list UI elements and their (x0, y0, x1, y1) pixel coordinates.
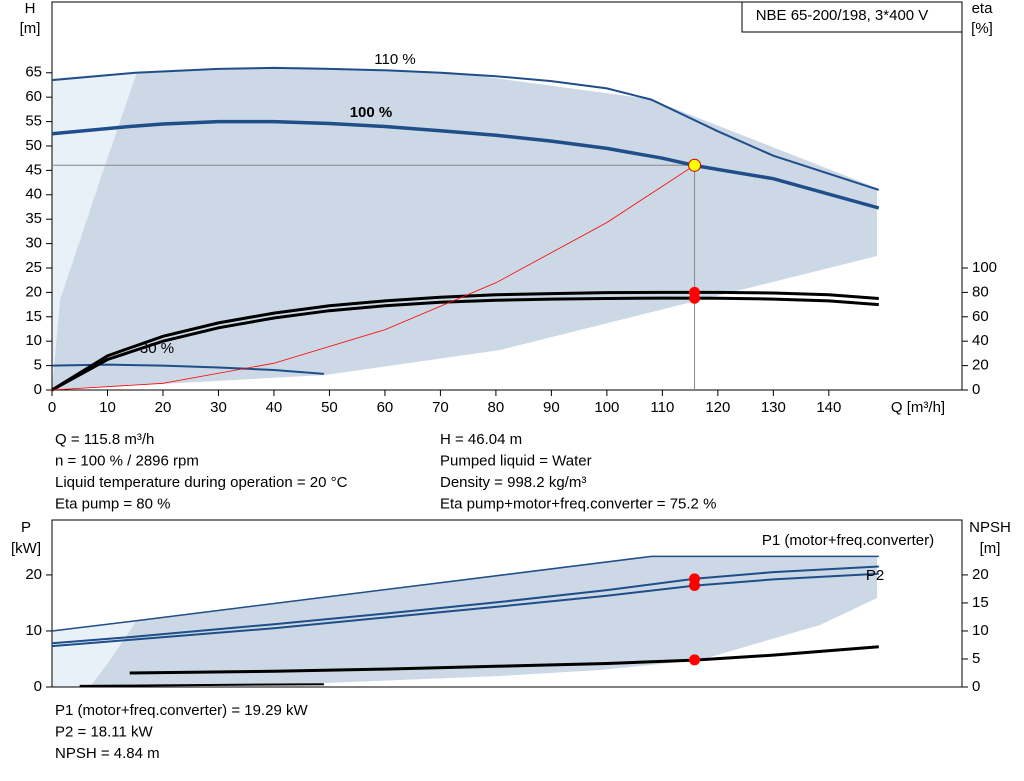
info-line: Pumped liquid = Water (440, 452, 592, 469)
plot-frame (51, 519, 963, 688)
y-tick-label: 0 (34, 678, 42, 695)
x-tick-label: 0 (48, 399, 56, 416)
y2-tick-label: 80 (972, 283, 989, 300)
y2-tick-label: 10 (972, 622, 989, 639)
operating-point (688, 158, 702, 172)
y2-tick-label: 5 (972, 650, 980, 667)
x-tick-label: 20 (155, 399, 172, 416)
curve-label: 110 % (374, 51, 415, 68)
y2-tick-label: 15 (972, 594, 989, 611)
curve (51, 565, 879, 645)
x-tick-label: 50 (321, 399, 338, 416)
y-tick-label: 10 (25, 332, 42, 349)
y-tick-label: 25 (25, 259, 42, 276)
curve (79, 683, 324, 687)
y-tick-label: 30 (25, 235, 42, 252)
operating-point (689, 292, 701, 304)
y-label: P (21, 519, 31, 536)
y-tick-label: 60 (25, 88, 42, 105)
range-light (52, 72, 137, 390)
y-tick-label: 15 (25, 308, 42, 325)
y2-tick-label: 40 (972, 332, 989, 349)
y2-label: NPSH (969, 519, 1011, 536)
range-light (52, 620, 137, 687)
x-tick-label: 80 (488, 399, 505, 416)
curve (51, 572, 879, 648)
curve (129, 645, 879, 675)
y-tick-label: 20 (25, 566, 42, 583)
y-tick-label: 55 (25, 113, 42, 130)
x-tick-label: 100 (594, 399, 619, 416)
curve-label: 100 % (350, 104, 393, 121)
curve (51, 66, 880, 191)
y-tick-label: 35 (25, 210, 42, 227)
x-tick-label: 60 (377, 399, 394, 416)
curve-label: 30 % (140, 340, 174, 357)
operating-point (689, 580, 701, 592)
chart-title: NBE 65-200/198, 3*400 V (756, 7, 929, 24)
curve-label: P2 (866, 567, 884, 584)
y2-unit: [%] (971, 20, 993, 37)
info-line: Eta pump+motor+freq.converter = 75.2 % (440, 495, 716, 512)
y2-tick-label: 20 (972, 357, 989, 374)
x-tick-label: 10 (99, 399, 116, 416)
info-line: n = 100 % / 2896 rpm (55, 452, 199, 469)
y-tick-label: 65 (25, 64, 42, 81)
curve (51, 296, 879, 392)
info-line: Density = 998.2 kg/m³ (440, 474, 586, 491)
x-tick-label: 140 (816, 399, 841, 416)
x-tick-label: 120 (705, 399, 730, 416)
y2-tick-label: 0 (972, 678, 980, 695)
range-area (90, 556, 877, 687)
y-tick-label: 0 (34, 381, 42, 398)
x-tick-label: 90 (543, 399, 560, 416)
x-tick-label: 130 (761, 399, 786, 416)
curve (51, 119, 880, 210)
y2-label: eta (972, 0, 994, 17)
info-line: NPSH = 4.84 m (55, 745, 160, 762)
operating-point (689, 654, 701, 666)
y-tick-label: 45 (25, 161, 42, 178)
info-line: P2 = 18.11 kW (55, 723, 154, 740)
curve (51, 290, 879, 392)
y-unit: [kW] (11, 540, 41, 557)
info-line: Q = 115.8 m³/h (55, 431, 154, 448)
y2-tick-label: 20 (972, 566, 989, 583)
x-tick-label: 30 (210, 399, 227, 416)
y-tick-label: 10 (25, 622, 42, 639)
info-line: P1 (motor+freq.converter) = 19.29 kW (55, 702, 308, 719)
x-tick-label: 110 (650, 399, 674, 416)
y-tick-label: 20 (25, 283, 42, 300)
y2-tick-label: 0 (972, 381, 980, 398)
x-label: Q [m³/h] (891, 399, 945, 416)
y-tick-label: 5 (34, 357, 42, 374)
info-line: Eta pump = 80 % (55, 495, 171, 512)
y-unit: [m] (20, 20, 41, 37)
y2-tick-label: 60 (972, 308, 989, 325)
curve-label: P1 (motor+freq.converter) (762, 532, 934, 549)
curve (51, 555, 879, 632)
x-tick-label: 40 (266, 399, 283, 416)
y-label: H (25, 0, 36, 17)
info-line: H = 46.04 m (440, 431, 522, 448)
range-area (52, 67, 877, 390)
y-tick-label: 40 (25, 186, 42, 203)
curve (51, 164, 695, 391)
x-tick-label: 70 (432, 399, 449, 416)
y2-tick-label: 100 (972, 259, 997, 276)
info-line: Liquid temperature during operation = 20… (55, 474, 348, 491)
plot-frame (51, 1, 963, 391)
title-box (741, 1, 963, 33)
y-tick-label: 50 (25, 137, 42, 154)
y2-unit: [m] (980, 540, 1001, 557)
